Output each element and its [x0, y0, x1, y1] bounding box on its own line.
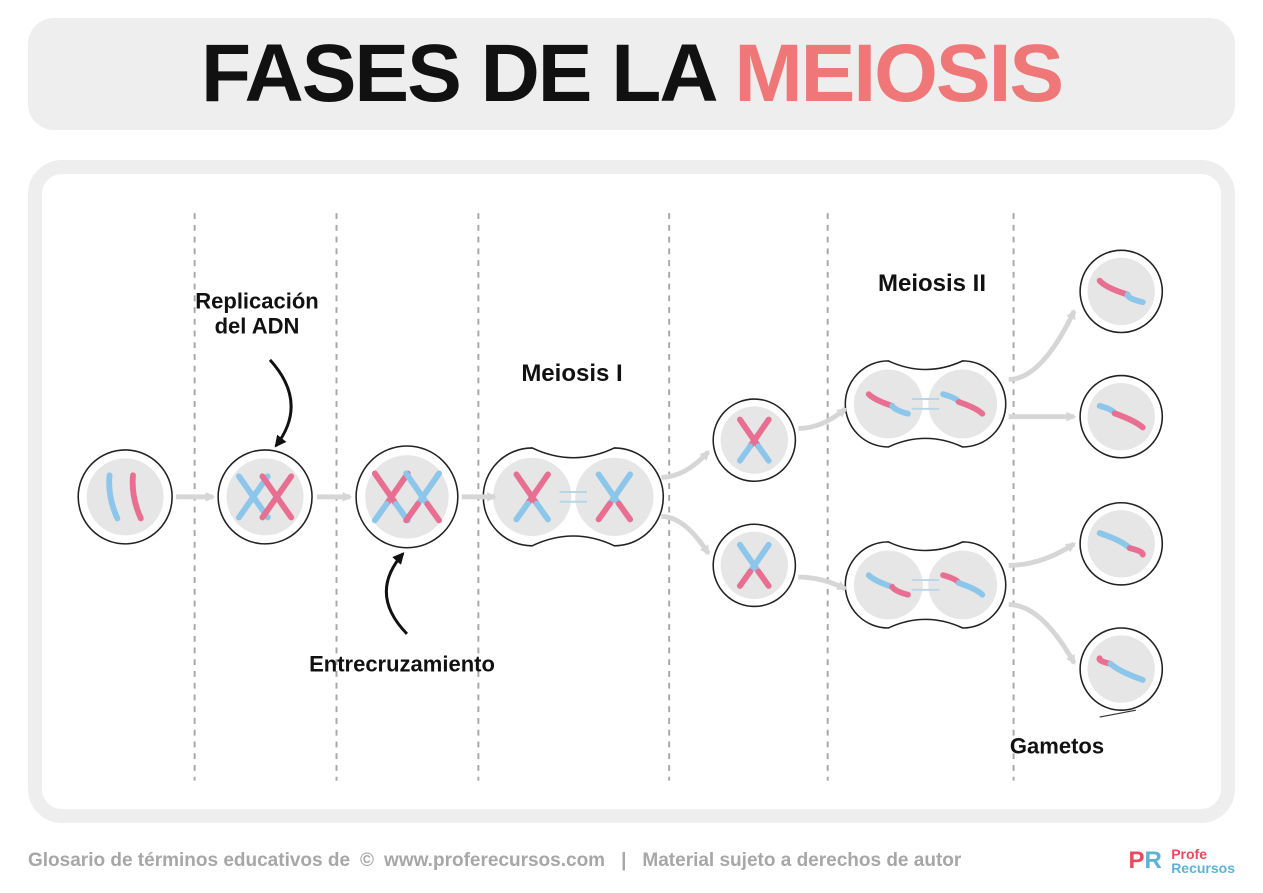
title-prefix: FASES DE LA [201, 28, 734, 119]
footer-text2: Material sujeto a derechos de autor [642, 850, 961, 872]
logo-badge: PR [1125, 841, 1165, 881]
logo-r: R [1145, 847, 1162, 875]
diagram-frame [28, 160, 1235, 823]
brand-logo: PR Profe Recursos [1125, 841, 1235, 881]
page-title: FASES DE LA MEIOSIS [201, 27, 1062, 121]
logo-line2: Recursos [1171, 861, 1235, 875]
logo-text: Profe Recursos [1171, 847, 1235, 875]
logo-p: P [1129, 847, 1145, 875]
footer-text1: Glosario de términos educativos de [28, 850, 350, 872]
diagram-svg [42, 174, 1221, 809]
title-accent: MEIOSIS [734, 28, 1062, 119]
logo-line1: Profe [1171, 847, 1235, 861]
footer: Glosario de términos educativos de © www… [28, 841, 1235, 881]
title-bar: FASES DE LA MEIOSIS [28, 18, 1235, 130]
copyright-icon: © [360, 850, 374, 872]
footer-url: www.proferecursos.com [384, 850, 605, 872]
footer-separator: | [621, 850, 626, 872]
